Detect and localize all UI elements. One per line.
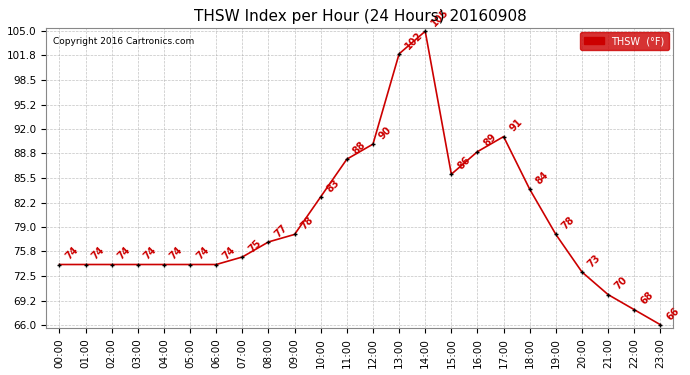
Point [237, 254, 248, 260]
Point [80, 261, 91, 267]
Text: 66: 66 [664, 305, 681, 322]
Text: 74: 74 [168, 245, 185, 262]
Text: 74: 74 [63, 245, 80, 262]
Text: 74: 74 [90, 245, 106, 262]
Text: 70: 70 [612, 275, 629, 292]
Point [159, 261, 170, 267]
Point [315, 194, 326, 200]
Text: 83: 83 [325, 177, 342, 194]
Point [629, 307, 640, 313]
Text: 75: 75 [246, 238, 263, 254]
Point [368, 141, 379, 147]
Point [602, 292, 613, 298]
Text: 74: 74 [220, 245, 237, 262]
Point [576, 269, 587, 275]
Text: Copyright 2016 Cartronics.com: Copyright 2016 Cartronics.com [52, 36, 194, 45]
Text: 91: 91 [508, 117, 524, 134]
Text: 74: 74 [195, 245, 211, 262]
Point [263, 239, 274, 245]
Point [393, 51, 404, 57]
Point [446, 171, 457, 177]
Point [54, 261, 65, 267]
Text: 78: 78 [560, 215, 577, 232]
Legend: THSW  (°F): THSW (°F) [580, 32, 669, 50]
Point [472, 148, 483, 154]
Text: 68: 68 [638, 290, 655, 307]
Point [420, 28, 431, 34]
Point [185, 261, 196, 267]
Point [289, 231, 300, 237]
Point [106, 261, 117, 267]
Text: 77: 77 [273, 222, 289, 239]
Point [210, 261, 221, 267]
Text: 90: 90 [377, 125, 394, 141]
Title: THSW Index per Hour (24 Hours) 20160908: THSW Index per Hour (24 Hours) 20160908 [193, 9, 526, 24]
Text: 74: 74 [142, 245, 159, 262]
Text: 88: 88 [351, 140, 368, 156]
Text: 89: 89 [482, 132, 498, 149]
Text: 73: 73 [586, 253, 603, 269]
Text: 78: 78 [299, 215, 315, 232]
Text: 105: 105 [429, 7, 451, 28]
Text: 74: 74 [116, 245, 132, 262]
Text: 102: 102 [403, 30, 424, 51]
Point [551, 231, 562, 237]
Point [655, 322, 666, 328]
Point [524, 186, 535, 192]
Point [498, 134, 509, 140]
Text: 84: 84 [534, 170, 551, 186]
Point [132, 261, 144, 267]
Point [342, 156, 353, 162]
Text: 86: 86 [455, 155, 472, 171]
